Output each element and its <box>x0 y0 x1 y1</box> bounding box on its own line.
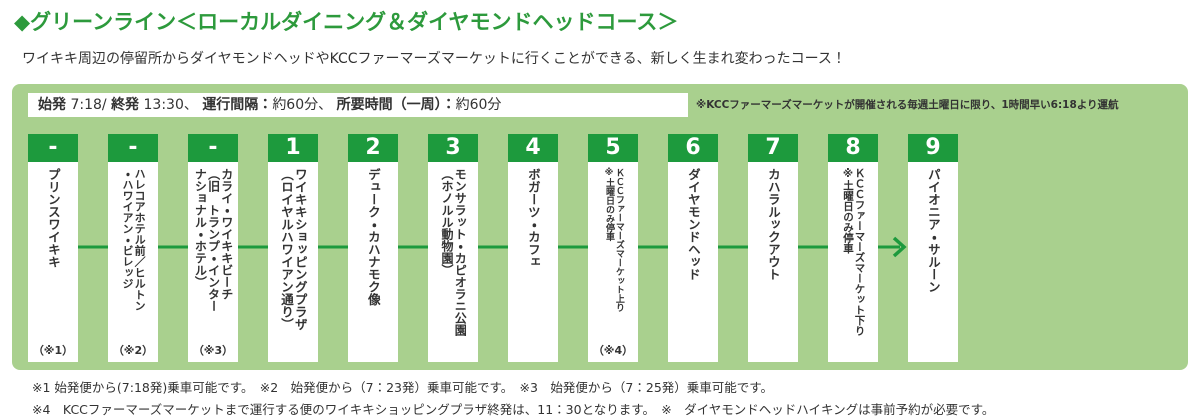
stop: 3 モンサラット・カピオラニ公園 （ホノルル動物園） <box>428 134 478 362</box>
stop-names: ダイヤモンドヘッド <box>668 168 718 338</box>
stop-names: カライ・ワイキキビーチ （旧 トランプ・インター ナショナル・ホテル） <box>188 168 238 316</box>
stop-name: （旧 トランプ・インター <box>206 168 221 312</box>
stop-body: ボガーツ・カフェ <box>508 162 558 362</box>
stop-body: モンサラット・カピオラニ公園 （ホノルル動物園） <box>428 162 478 362</box>
stop-name: カハラルックアウト <box>765 168 781 281</box>
stop-name: モンサラット・カピオラニ公園 <box>453 168 468 336</box>
stop-body: ダイヤモンドヘッド <box>668 162 718 362</box>
schedule-bar: 始発 7:18/ 終発 13:30、 運行間隔：約60分、 所要時間（一周）：約… <box>28 93 688 117</box>
schedule-note: ※KCCファーマーズマーケットが開催される毎週土曜日に限り、1時間早い6:18よ… <box>696 99 1119 111</box>
schedule-value: 約60分 <box>455 97 502 113</box>
stop-name: ＫＣＣファーマーズマーケット下り <box>853 168 866 336</box>
stop-number: 7 <box>748 134 798 162</box>
stop: - ハレコアホテル前／ヒルトン ・ハワイアン・ビレッジ （※2） <box>108 134 158 362</box>
route-arrow <box>892 236 907 258</box>
schedule-label: 始発 <box>38 97 66 113</box>
stop-body: カハラルックアウト <box>748 162 798 362</box>
stop-note: （※3） <box>192 344 234 357</box>
stop-name: パイオニア・サルーン <box>925 168 941 293</box>
subtitle: ワイキキ周辺の停留所からダイヤモンドヘッドやKCCファーマーズマーケットに行くこ… <box>22 51 846 67</box>
stop-number: 5 <box>588 134 638 162</box>
footnote: ※1 始発便から(7:18発)乗車可能です。 ※2 始発便から（7：23発）乗車… <box>32 380 774 395</box>
stop-number: 6 <box>668 134 718 162</box>
schedule-value: 13:30、 <box>139 97 203 113</box>
stop-number: 8 <box>828 134 878 162</box>
schedule-value: 約60分、 <box>272 97 337 113</box>
footnote: ※4 KCCファーマーズマーケットまで運行する便のワイキキショッピングプラザ終発… <box>32 402 995 417</box>
stop-names: ワイキキショッピングプラザ （ロイヤルハワイアン通り） <box>268 168 318 338</box>
stop: 1 ワイキキショッピングプラザ （ロイヤルハワイアン通り） <box>268 134 318 362</box>
stop-names: モンサラット・カピオラニ公園 （ホノルル動物園） <box>428 168 478 338</box>
stop-name: ＫＣＣファーマーズマーケット上り <box>613 168 624 312</box>
stop-names: ＫＣＣファーマーズマーケット上り ※土曜日のみ停車 <box>588 168 638 316</box>
stop: - プリンスワイキキ （※1） <box>28 134 78 362</box>
stop-name: ボガーツ・カフェ <box>525 168 541 268</box>
stop-number: 3 <box>428 134 478 162</box>
stop-names: プリンスワイキキ <box>28 168 78 316</box>
stop-number: 1 <box>268 134 318 162</box>
stop: 2 デューク・カハナモク像 <box>348 134 398 362</box>
stop-name: デューク・カハナモク像 <box>365 168 381 306</box>
stop-body: プリンスワイキキ （※1） <box>28 162 78 362</box>
stop: 5 ＫＣＣファーマーズマーケット上り ※土曜日のみ停車 （※4） <box>588 134 638 362</box>
stop-name: ・ハワイアン・ビレッジ <box>121 168 134 289</box>
stop-name: カライ・ワイキキビーチ <box>219 168 234 300</box>
title: ◆グリーンライン＜ローカルダイニング＆ダイヤモンドヘッドコース＞ <box>14 10 679 34</box>
stop-note: （※4） <box>592 344 634 357</box>
schedule-label: 運行間隔： <box>202 97 273 113</box>
stop-name: ナショナル・ホテル） <box>193 168 208 288</box>
stop-name: （ロイヤルハワイアン通り） <box>279 168 294 331</box>
stop-body: カライ・ワイキキビーチ （旧 トランプ・インター ナショナル・ホテル） （※3） <box>188 162 238 362</box>
stop-note: （※1） <box>32 344 74 357</box>
stop-names: カハラルックアウト <box>748 168 798 338</box>
stop-name: （ホノルル動物園） <box>440 168 454 276</box>
stop-name: ハレコアホテル前／ヒルトン <box>133 168 147 311</box>
schedule-label: 終発 <box>111 97 140 113</box>
stop-name: ワイキキショッピングプラザ <box>292 168 308 331</box>
schedule-value: 7:18/ <box>66 97 112 113</box>
schedule-label: 所要時間（一周）： <box>336 97 456 113</box>
stop-name: ダイヤモンドヘッド <box>685 168 701 281</box>
stop-note: （※2） <box>112 344 154 357</box>
stop: - カライ・ワイキキビーチ （旧 トランプ・インター ナショナル・ホテル） （※3） <box>188 134 238 362</box>
stop-body: ＫＣＣファーマーズマーケット下り ※土曜日のみ停車 <box>828 162 878 362</box>
stop-body: デューク・カハナモク像 <box>348 162 398 362</box>
stop: 6 ダイヤモンドヘッド <box>668 134 718 362</box>
stop-body: ハレコアホテル前／ヒルトン ・ハワイアン・ビレッジ （※2） <box>108 162 158 362</box>
stop-number: 2 <box>348 134 398 162</box>
stop: 4 ボガーツ・カフェ <box>508 134 558 362</box>
stop-names: ハレコアホテル前／ヒルトン ・ハワイアン・ビレッジ <box>108 168 158 316</box>
stop: 9 パイオニア・サルーン <box>908 134 958 362</box>
stop-name: プリンスワイキキ <box>45 168 61 268</box>
stop-names: ボガーツ・カフェ <box>508 168 558 338</box>
stop-names: ＫＣＣファーマーズマーケット下り ※土曜日のみ停車 <box>828 168 878 338</box>
stop-name: ※土曜日のみ停車 <box>604 168 614 241</box>
stop-body: ワイキキショッピングプラザ （ロイヤルハワイアン通り） <box>268 162 318 362</box>
stop-names: パイオニア・サルーン <box>908 168 958 338</box>
stop-number: 4 <box>508 134 558 162</box>
stop-name: ※土曜日のみ停車 <box>842 168 854 254</box>
stop-number: - <box>188 134 238 162</box>
stop-number: - <box>28 134 78 162</box>
stop-number: 9 <box>908 134 958 162</box>
stop-body: ＫＣＣファーマーズマーケット上り ※土曜日のみ停車 （※4） <box>588 162 638 362</box>
stop-names: デューク・カハナモク像 <box>348 168 398 338</box>
stop-number: - <box>108 134 158 162</box>
stop-body: パイオニア・サルーン <box>908 162 958 362</box>
stop: 8 ＫＣＣファーマーズマーケット下り ※土曜日のみ停車 <box>828 134 878 362</box>
stop: 7 カハラルックアウト <box>748 134 798 362</box>
